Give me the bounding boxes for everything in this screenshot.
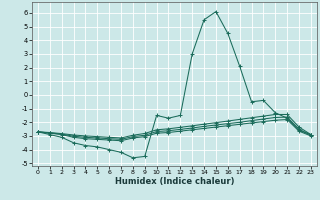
X-axis label: Humidex (Indice chaleur): Humidex (Indice chaleur) [115, 177, 234, 186]
